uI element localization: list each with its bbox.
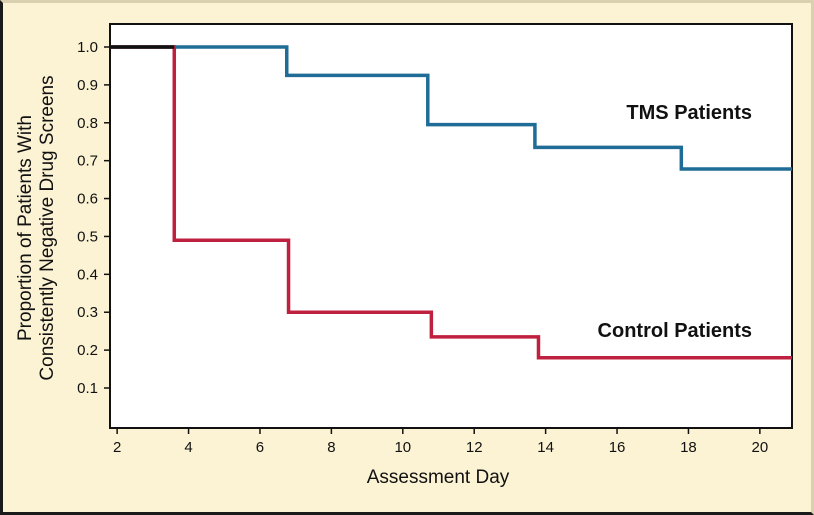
x-tick-label: 18 bbox=[680, 439, 697, 456]
y-tick-label: 0.7 bbox=[77, 153, 98, 170]
y-tick-label: 0.9 bbox=[77, 77, 98, 94]
x-tick-label: 14 bbox=[537, 439, 554, 456]
x-tick-label: 10 bbox=[394, 439, 411, 456]
series-label-control: Control Patients bbox=[598, 320, 752, 342]
survival-step-chart: 0.1 0.2 0.3 0.4 0.5 0.6 0.7 0.8 0.9 1.0 2 4 6 8 10 12 1… bbox=[15, 23, 793, 488]
y-axis-title-line-2: Consistently Negative Drug Screens bbox=[37, 75, 58, 380]
x-axis-title: Assessment Day bbox=[367, 467, 510, 488]
y-axis-title-line-1: Proportion of Patients With bbox=[15, 115, 36, 341]
y-tick-label: 0.4 bbox=[77, 266, 98, 283]
y-tick-label: 0.8 bbox=[77, 115, 98, 132]
x-tick-label: 16 bbox=[609, 439, 626, 456]
x-tick-label: 20 bbox=[752, 439, 769, 456]
x-tick-label: 12 bbox=[466, 439, 483, 456]
series-layer bbox=[110, 45, 792, 360]
y-tick-label: 1.0 bbox=[77, 39, 98, 56]
y-tick-label: 0.3 bbox=[77, 304, 98, 321]
x-tick-label: 4 bbox=[184, 439, 192, 456]
series-line-control bbox=[110, 45, 792, 360]
series-label-tms: TMS Patients bbox=[626, 102, 752, 124]
plot-area bbox=[109, 23, 793, 429]
x-tick-label: 2 bbox=[113, 439, 121, 456]
x-axis-ticks: 2 4 6 8 10 12 14 16 18 20 bbox=[113, 428, 768, 456]
y-tick-label: 0.1 bbox=[77, 380, 98, 397]
series-line-tms bbox=[110, 45, 792, 171]
x-tick-label: 8 bbox=[327, 439, 335, 456]
y-tick-label: 0.5 bbox=[77, 228, 98, 245]
y-tick-label: 0.6 bbox=[77, 191, 98, 208]
y-tick-label: 0.2 bbox=[77, 342, 98, 359]
y-axis-title: Proportion of Patients With Consistently… bbox=[15, 75, 58, 380]
x-tick-label: 6 bbox=[256, 439, 264, 456]
y-axis-ticks: 0.1 0.2 0.3 0.4 0.5 0.6 0.7 0.8 0.9 1.0 bbox=[77, 39, 110, 397]
